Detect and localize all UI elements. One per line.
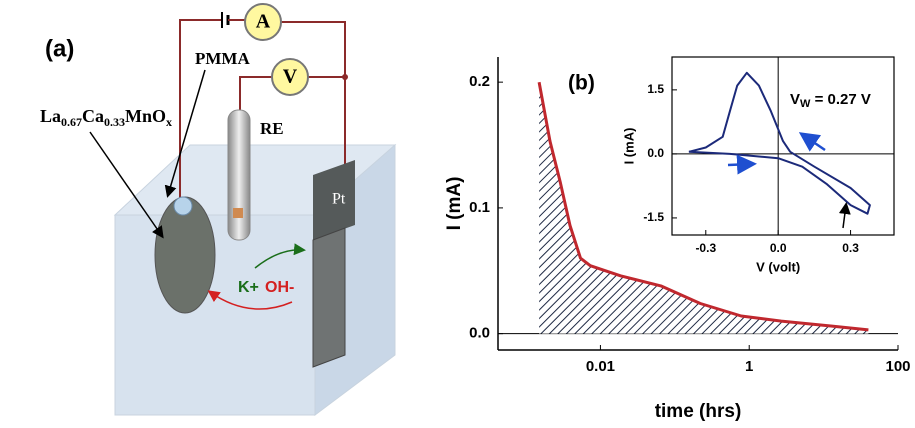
pointer <box>838 202 851 229</box>
pointer <box>164 69 206 198</box>
re-label: RE <box>260 119 284 138</box>
formula: La0.67Ca0.33MnOx <box>40 106 172 129</box>
electrode-tip <box>233 208 243 218</box>
y-axis-label: I (mA) <box>444 177 465 231</box>
y-tick-label: 0.0 <box>647 146 664 160</box>
panel-label: (b) <box>568 72 595 95</box>
cation-label: K+ <box>238 279 259 296</box>
y-tick-label: 1.5 <box>647 82 664 96</box>
x-tick-label: 0.01 <box>586 358 615 375</box>
curve <box>537 81 869 332</box>
plot-frame <box>671 56 895 236</box>
annotation-part: = 0.27 V <box>810 91 870 108</box>
direction-arrow <box>727 154 757 175</box>
x-tick-label: 0.0 <box>770 241 787 255</box>
anion-label: OH- <box>265 279 294 296</box>
area <box>539 82 869 334</box>
pt-label: Pt <box>332 191 346 208</box>
formula-sub: 0.33 <box>104 115 125 129</box>
x-axis-label: time (hrs) <box>655 401 742 422</box>
y-tick-label: 0.1 <box>469 199 490 216</box>
x-axis-label: V (volt) <box>756 259 800 274</box>
pt-electrode <box>312 227 346 368</box>
curve <box>688 71 871 215</box>
junction <box>342 74 348 80</box>
voltmeter <box>271 58 309 96</box>
ammeter-label: A <box>256 11 271 33</box>
pmma-tip <box>173 196 193 216</box>
annotation-sub: W <box>800 98 811 110</box>
formula-part: La <box>40 106 61 126</box>
ion-arrow <box>254 243 306 269</box>
y-tick-label: -1.5 <box>643 210 664 224</box>
x-tick-label: 100 <box>885 358 910 375</box>
y-tick-label: 0.0 <box>469 325 490 342</box>
voltmeter-label: V <box>283 66 298 88</box>
formula-part: Ca <box>82 106 104 126</box>
panel-label: (a) <box>45 35 74 62</box>
direction-arrow <box>798 132 826 152</box>
x-tick-label: -0.3 <box>695 241 716 255</box>
formula-sub: 0.67 <box>61 115 82 129</box>
x-tick-label: 0.3 <box>842 241 859 255</box>
x-tick-label: 1 <box>745 358 753 375</box>
pt-electrode <box>313 160 355 240</box>
formula-part: MnO <box>125 106 166 126</box>
pmma-label: PMMA <box>195 49 250 68</box>
wire <box>179 19 222 200</box>
formula-sub: x <box>166 115 172 129</box>
annotation-part: V <box>790 91 800 108</box>
diagram: A V Pt (a) PMMA RE La0.67Ca0.33MnOx K+ O… <box>40 3 397 416</box>
pointer <box>89 131 164 239</box>
annotation: VW = 0.27 V <box>790 91 871 110</box>
ion-arrow <box>207 290 293 310</box>
y-tick-label: 0.2 <box>469 73 490 90</box>
reference-electrode <box>227 109 251 241</box>
ammeter <box>244 3 282 41</box>
y-axis-label: I (mA) <box>621 128 636 165</box>
wire <box>281 21 346 172</box>
